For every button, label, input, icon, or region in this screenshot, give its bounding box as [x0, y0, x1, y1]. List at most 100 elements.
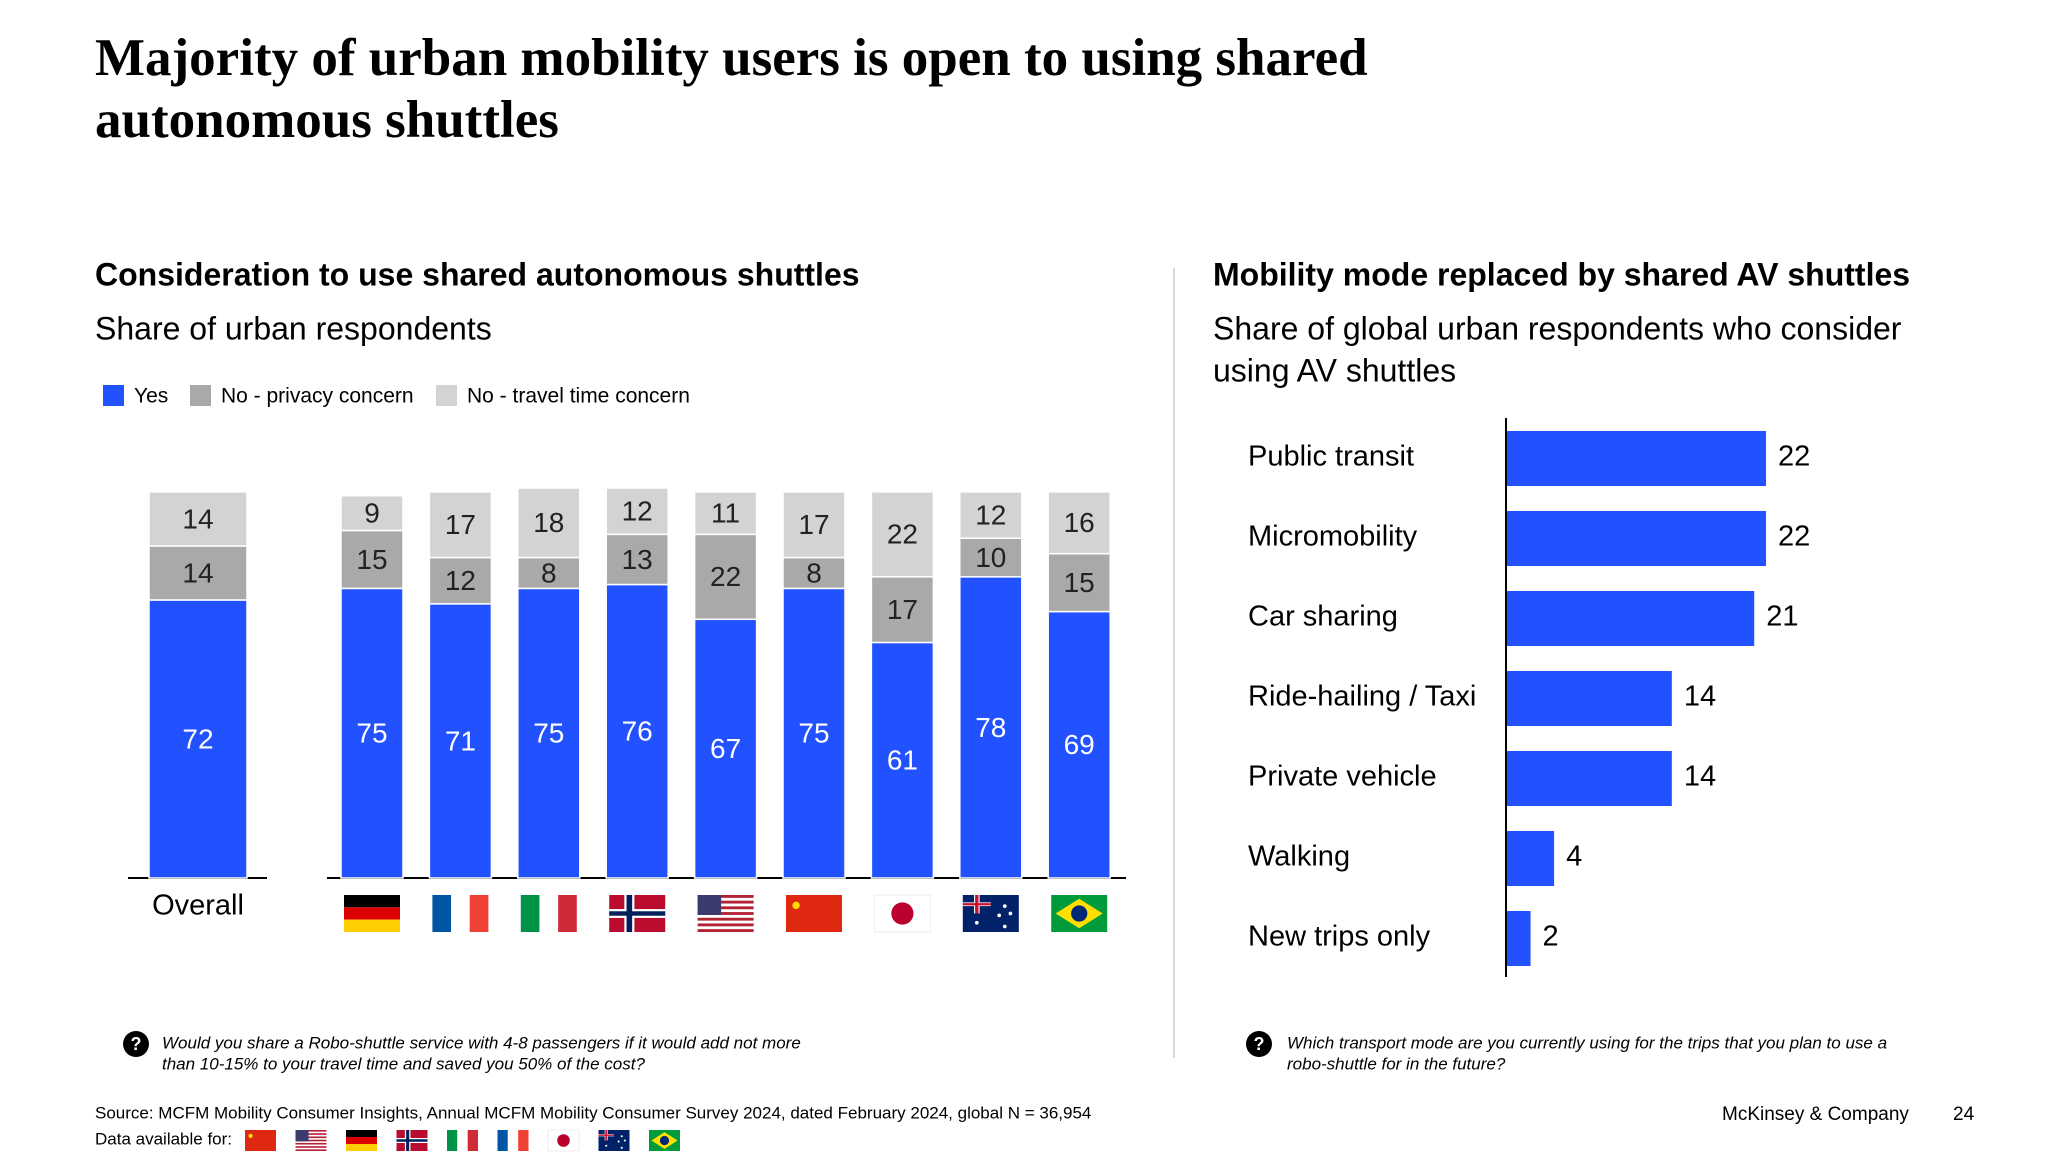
flag-part [447, 1130, 458, 1151]
flag-part [295, 1133, 327, 1135]
value-label: 16 [1064, 507, 1095, 538]
flag [497, 1130, 529, 1151]
flag [609, 895, 666, 932]
value-label: 22 [1778, 521, 1810, 553]
legend-swatch [190, 385, 211, 406]
flag-part [623, 1139, 626, 1142]
value-label: 75 [356, 718, 387, 749]
legend-label: No - travel time concern [467, 385, 690, 408]
flag-part [792, 901, 800, 910]
footnote: robo-shuttle for in the future? [1287, 1054, 1506, 1073]
bar-segment [870, 491, 935, 578]
value-label: 78 [975, 712, 1006, 743]
flag-part [659, 1135, 670, 1146]
flag-part [518, 1130, 529, 1151]
flag [520, 895, 577, 932]
flag-part [396, 1139, 428, 1142]
flag [962, 895, 1019, 932]
flag-part [609, 911, 666, 916]
flag-part [620, 1135, 623, 1138]
flag [598, 1130, 630, 1151]
category-label: Private vehicle [1248, 761, 1437, 793]
flag [346, 1130, 377, 1151]
bar [1507, 911, 1531, 966]
question-icon [123, 1031, 149, 1057]
value-label: 72 [182, 723, 213, 754]
flag-part [432, 895, 452, 932]
value-label: 61 [887, 745, 918, 776]
flag-part [873, 894, 931, 933]
flag-part [620, 1146, 623, 1149]
flag-part [605, 1130, 608, 1141]
value-label: 14 [182, 503, 213, 534]
bar [1507, 831, 1555, 886]
question-mark: ? [1254, 1034, 1265, 1054]
flag-part [295, 1142, 327, 1145]
value-label: 15 [1064, 567, 1095, 598]
flag-part [697, 917, 754, 921]
flag-part [605, 1144, 608, 1147]
legend-label: Yes [134, 385, 168, 408]
flag-part [295, 1139, 327, 1142]
value-label: 12 [445, 565, 476, 596]
question-icon [1246, 1031, 1272, 1057]
value-label: 10 [975, 542, 1006, 573]
bar-segment [782, 491, 846, 559]
title: autonomous shuttles [95, 91, 559, 149]
bar-segment [340, 587, 404, 879]
flag [786, 895, 842, 932]
category-label: Car sharing [1248, 601, 1398, 633]
flag-part [975, 895, 979, 914]
flag [547, 1129, 580, 1152]
bar-segment [959, 491, 1023, 539]
chart-title: Mobility mode replaced by shared AV shut… [1213, 256, 1910, 292]
flag-part [295, 1146, 327, 1148]
value-label: 8 [806, 557, 822, 588]
flag-part [547, 1129, 580, 1152]
legend-swatch [436, 385, 457, 406]
footnote: than 10-15% to your travel time and save… [162, 1054, 645, 1073]
bar [1507, 431, 1766, 486]
flag-part [346, 1130, 377, 1137]
category-label: Micromobility [1248, 521, 1418, 553]
flag-part [295, 1149, 327, 1151]
value-label: 11 [711, 497, 740, 528]
value-label: 17 [887, 594, 918, 625]
value-label: 69 [1064, 729, 1095, 760]
value-label: 14 [1684, 681, 1716, 713]
flag [697, 895, 754, 932]
flag [295, 1130, 327, 1151]
flag-part [558, 895, 577, 932]
title: Majority of urban mobility users is open… [95, 29, 1368, 87]
bar [1507, 511, 1766, 566]
flag-part [295, 1130, 327, 1132]
flag-part [295, 1136, 327, 1139]
bar-segment [148, 491, 248, 547]
flag-part [520, 895, 540, 932]
value-label: 21 [1766, 601, 1798, 633]
value-label: 75 [533, 718, 564, 749]
bar [1507, 591, 1755, 646]
bar-segment [340, 529, 404, 590]
bar-segment [782, 556, 846, 590]
source: Source: MCFM Mobility Consumer Insights,… [95, 1103, 1091, 1122]
flag [396, 1130, 428, 1151]
value-label: 8 [541, 557, 557, 588]
bar [1507, 751, 1672, 806]
bar-segment [428, 491, 493, 559]
value-label: 76 [622, 716, 653, 747]
flag-part [245, 1130, 276, 1151]
value-label: 75 [798, 718, 829, 749]
flag-part [346, 1144, 377, 1151]
bar-segment [870, 641, 935, 879]
flag-part [697, 923, 754, 927]
flag-part [974, 920, 979, 925]
legend-label: No - privacy concern [221, 385, 414, 408]
chart-title: Consideration to use shared autonomous s… [95, 256, 860, 292]
category-label: Walking [1248, 841, 1350, 873]
legend-swatch [103, 385, 124, 406]
page-number: 24 [1953, 1104, 1975, 1125]
bar-segment [605, 533, 669, 586]
